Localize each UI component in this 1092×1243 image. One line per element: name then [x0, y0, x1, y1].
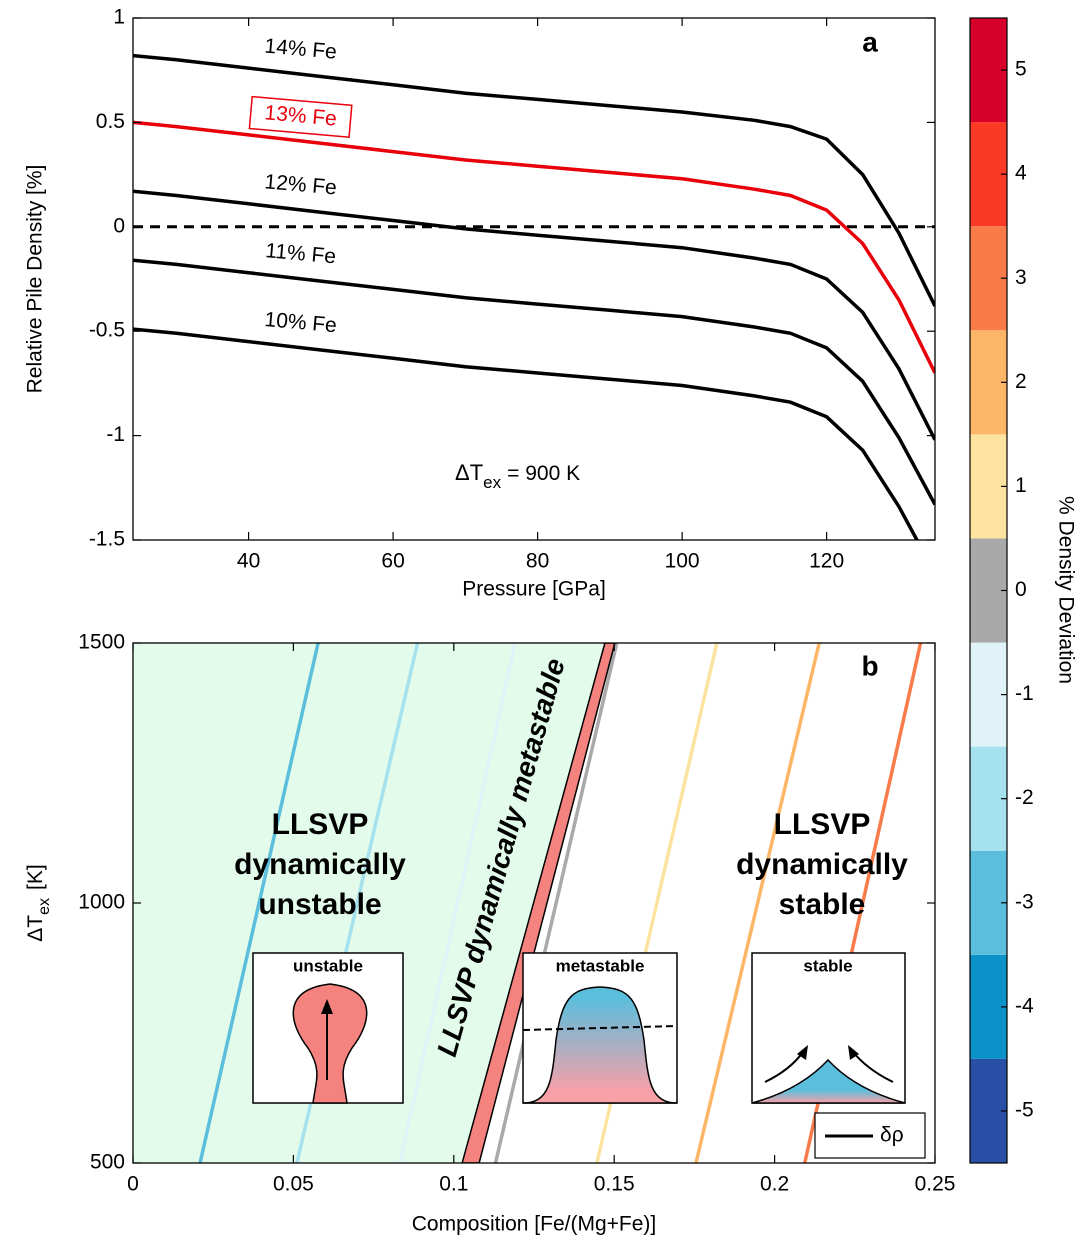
text-part: ex — [36, 898, 53, 915]
x-axis-label: Composition [Fe/(Mg+Fe)] — [412, 1213, 657, 1236]
colorbar-tick-label: -3 — [1015, 890, 1034, 913]
text-part: = 900 K — [507, 462, 580, 485]
panel-letter: b — [861, 650, 878, 681]
x-tick-label: 0.2 — [760, 1173, 789, 1196]
colorbar-block — [970, 330, 1007, 435]
colorbar-tick-label: -5 — [1015, 1099, 1034, 1122]
region-label: LLSVP — [774, 808, 871, 841]
curve — [133, 53, 935, 307]
colorbar-label: % Density Deviation — [1054, 496, 1077, 684]
series-label: 11% Fe — [264, 239, 337, 268]
region-label: dynamically — [736, 848, 908, 881]
colorbar-block — [970, 642, 1007, 747]
colorbar-block — [970, 1058, 1007, 1163]
panel-a-plot — [133, 53, 935, 540]
iso-line — [398, 643, 517, 1163]
text-part: ex — [483, 473, 501, 492]
text-part: [K] — [24, 864, 47, 890]
colorbar-block — [970, 18, 1007, 123]
series-label: 13% Fe — [264, 101, 338, 130]
curve — [133, 120, 935, 374]
y-tick-label: 1 — [113, 6, 125, 29]
colorbar-block — [970, 850, 1007, 955]
y-axis-label: ΔTex [K] — [24, 864, 54, 941]
inset-label: metastable — [556, 956, 645, 975]
x-tick-label: 120 — [809, 550, 844, 573]
axes-frame — [132, 17, 936, 541]
inset-stable — [751, 952, 906, 1104]
x-tick-label: 0.15 — [594, 1173, 635, 1196]
region-label: dynamically — [234, 848, 406, 881]
y-tick-label: 0.5 — [96, 110, 125, 133]
region-label: unstable — [258, 888, 381, 921]
metastable-band — [461, 643, 616, 1163]
colorbar-tick-label: 1 — [1015, 474, 1027, 497]
series-label: 12% Fe — [264, 170, 338, 199]
x-tick-label: 0 — [127, 1173, 139, 1196]
text-part: ΔT — [455, 460, 483, 485]
x-tick-label: 0.05 — [273, 1173, 314, 1196]
colorbar-tick-label: 3 — [1015, 266, 1027, 289]
inset-label: stable — [803, 956, 852, 975]
series-label: 14% Fe — [264, 35, 338, 64]
y-tick-label: 1000 — [78, 891, 125, 914]
x-tick-label: 40 — [237, 550, 260, 573]
text-part: ΔT — [24, 915, 47, 942]
colorbar-tick-label: 4 — [1015, 162, 1027, 185]
curve — [133, 327, 919, 540]
x-tick-label: 0.25 — [915, 1173, 956, 1196]
x-axis-label: Pressure [GPa] — [462, 578, 606, 601]
colorbar-tick-label: -1 — [1015, 682, 1034, 705]
colorbar-block — [970, 226, 1007, 331]
inset-metastable — [522, 952, 678, 1104]
y-tick-label: -0.5 — [89, 319, 125, 342]
y-tick-label: -1.5 — [89, 528, 125, 551]
iso-line — [198, 643, 320, 1163]
inset-unstable — [252, 952, 404, 1104]
x-tick-label: 60 — [381, 550, 404, 573]
x-tick-label: 0.1 — [439, 1173, 468, 1196]
iso-line — [694, 643, 821, 1163]
y-tick-label: 1500 — [78, 631, 125, 654]
y-axis-label: Relative Pile Density [%] — [24, 165, 47, 394]
y-tick-label: 500 — [90, 1151, 125, 1174]
iso-line — [493, 643, 619, 1163]
colorbar-block — [970, 954, 1007, 1059]
curve — [133, 189, 935, 441]
colorbar-block — [970, 434, 1007, 539]
curve — [133, 258, 935, 506]
colorbar-tick-label: 5 — [1015, 58, 1027, 81]
region-label: stable — [779, 888, 866, 921]
series-label: 10% Fe — [264, 308, 338, 337]
legend-label: δρ — [880, 1124, 904, 1147]
y-tick-label: -1 — [106, 423, 125, 446]
colorbar-block — [970, 538, 1007, 643]
y-tick-label: 0 — [113, 214, 125, 237]
x-tick-label: 100 — [665, 550, 700, 573]
panel-b-plot — [133, 643, 923, 1163]
region-label: LLSVP — [272, 808, 369, 841]
colorbar-tick-label: 2 — [1015, 370, 1027, 393]
inset-label: unstable — [293, 956, 363, 975]
colorbar-tick-label: 0 — [1015, 578, 1027, 601]
label-box — [248, 95, 353, 139]
colorbar-tick-label: -4 — [1015, 994, 1034, 1017]
panel-letter: a — [862, 26, 878, 57]
annotation: ΔTex = 900 K — [455, 460, 580, 493]
colorbar-tick-label: -2 — [1015, 786, 1034, 809]
x-tick-label: 80 — [526, 550, 549, 573]
legend: δρ — [814, 1112, 926, 1159]
colorbar-block — [970, 122, 1007, 227]
colorbar-block — [970, 746, 1007, 851]
